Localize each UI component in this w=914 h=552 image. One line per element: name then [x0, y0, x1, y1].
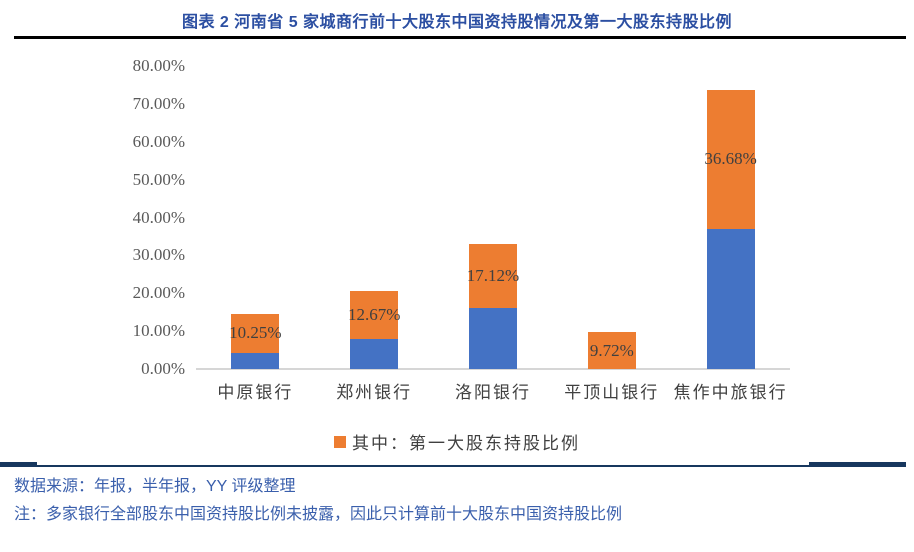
bar-segment-blue [469, 308, 517, 369]
y-axis-tick: 10.00% [132, 321, 185, 341]
y-axis-tick: 30.00% [132, 245, 185, 265]
x-axis-category-label: 中原银行 [217, 383, 294, 402]
chart-title: 图表 2 河南省 5 家城商行前十大股东中国资持股情况及第一大股东持股比例 [181, 14, 733, 31]
x-axis-line [196, 368, 790, 370]
footer-divider-cap-left [0, 462, 37, 467]
footnote-text: 注：多家银行全部股东中国资持股比例未披露，因此只计算前十大股东中国资持股比例 [14, 506, 623, 523]
y-axis-tick: 40.00% [132, 207, 185, 227]
footer-divider-thin [0, 465, 906, 467]
bar-segment-orange [587, 332, 636, 369]
x-axis-category-label: 平顶山银行 [564, 383, 660, 402]
y-axis-tick: 0.00% [141, 359, 185, 378]
y-axis-tick: 70.00% [132, 93, 185, 113]
x-axis-category-label: 洛阳银行 [454, 383, 531, 402]
legend-label: 其中：第一大股东持股比例 [352, 434, 580, 453]
bar-data-label: 12.67% [347, 305, 401, 325]
bar-segment-orange [350, 291, 399, 340]
chart-legend: 其中：第一大股东持股比例 [0, 429, 914, 454]
y-axis-tick: 50.00% [132, 169, 185, 189]
x-axis-category-label: 焦作中旅银行 [673, 383, 788, 402]
x-axis-category-label: 郑州银行 [336, 383, 413, 402]
y-axis-tick: 80.00% [132, 56, 185, 75]
bar-data-label: 9.72% [589, 340, 634, 360]
bar-segment-blue [231, 352, 280, 369]
y-axis-tick: 20.00% [132, 283, 185, 303]
bar-data-label: 17.12% [466, 265, 520, 285]
bar-segment-blue [350, 339, 399, 369]
legend-swatch-orange-icon [334, 435, 346, 448]
y-axis-tick: 60.00% [132, 131, 185, 151]
bar-segment-orange [706, 89, 755, 229]
bar-segment-orange [231, 313, 280, 353]
title-rule [14, 36, 906, 39]
bar-data-label: 10.25% [229, 323, 282, 343]
bar-segment-orange [469, 243, 517, 309]
bar-data-label: 36.68% [704, 149, 757, 169]
footer-divider-cap-right [809, 462, 906, 467]
bar-segment-blue [706, 228, 755, 369]
data-source-text: 数据来源：年报，半年报，YY 评级整理 [14, 478, 296, 495]
